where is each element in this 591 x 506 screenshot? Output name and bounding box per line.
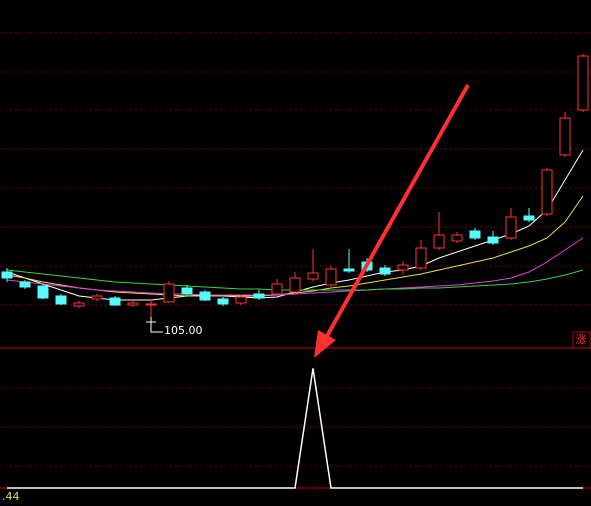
candle-body [199, 291, 211, 301]
grid [0, 32, 591, 467]
badge: 涨 [576, 333, 587, 346]
low-leader [150, 326, 163, 333]
low-label: 105.00 [164, 324, 203, 337]
candle-body [307, 272, 319, 280]
candle-body [343, 268, 355, 272]
candle-body [469, 230, 481, 239]
corner-label: .44 [2, 490, 20, 503]
candle-body [73, 302, 85, 307]
candle-body [145, 303, 157, 306]
badge-box [572, 331, 591, 349]
candle-body [379, 267, 391, 275]
candle-body [541, 169, 553, 215]
candle-body [451, 234, 463, 242]
indicator-line [7, 368, 583, 489]
candle-body [109, 297, 121, 306]
candle-body [37, 285, 49, 299]
candle-body [433, 234, 445, 249]
candle-body [217, 298, 229, 305]
candle-body [397, 264, 409, 271]
candle-body [577, 55, 589, 111]
candle-body [505, 216, 517, 239]
candle-body [415, 247, 427, 269]
candle-body [19, 281, 31, 288]
candle-body [55, 295, 67, 305]
candle-body [163, 283, 175, 303]
candle-body [235, 296, 247, 304]
marks: 105.00 [1, 54, 589, 489]
candle-body [559, 117, 571, 156]
candle-body [523, 215, 535, 221]
candle-body [487, 236, 499, 244]
arrow [314, 84, 470, 358]
candle-body [325, 268, 337, 286]
candle-body [181, 287, 193, 295]
candle-body [1, 271, 13, 279]
candle-body [289, 277, 301, 293]
candle-body [91, 295, 103, 300]
candle-body [127, 302, 139, 306]
candle-body [253, 293, 265, 299]
candle-body [271, 283, 283, 295]
